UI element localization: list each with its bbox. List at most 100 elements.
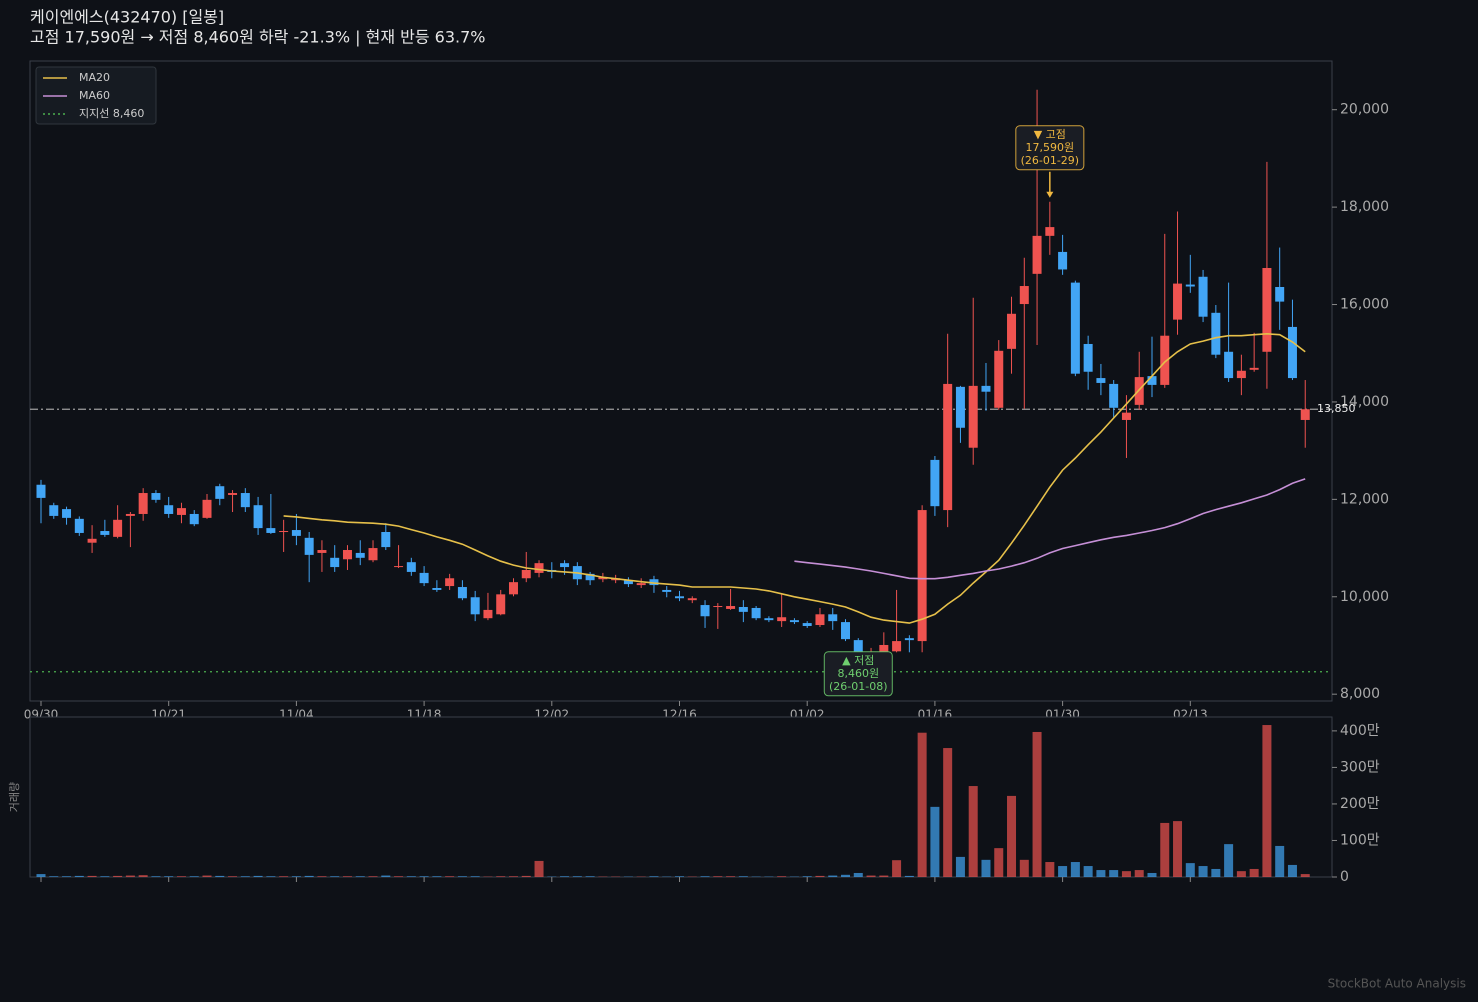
candle-body <box>636 583 646 586</box>
volume-bar <box>317 876 327 877</box>
candle-body <box>675 596 684 599</box>
volume-bar <box>228 876 238 877</box>
candle-body <box>904 638 914 641</box>
volume-bar <box>445 876 455 877</box>
current-price-label: 13,850 <box>1317 402 1356 415</box>
volume-bar <box>419 876 429 877</box>
candle-body <box>100 531 110 535</box>
annotation-text: 17,590원 <box>1026 141 1075 154</box>
candle-body <box>355 552 365 558</box>
y-tick-label: 8,000 <box>1340 686 1380 702</box>
volume-bar <box>892 860 902 877</box>
volume-bar <box>917 732 927 877</box>
candle-body <box>1249 367 1259 370</box>
candle-body <box>36 484 46 498</box>
candle-body <box>1262 268 1272 352</box>
candle-body <box>521 569 531 579</box>
candle-body <box>317 550 327 553</box>
candle-body <box>176 508 186 515</box>
candle-body <box>560 563 570 568</box>
volume-bar <box>994 848 1004 877</box>
annotation-text: ▲ 저점 <box>842 654 874 667</box>
annotation-text: 8,460원 <box>837 667 879 680</box>
ma-line <box>283 332 1306 624</box>
volume-bar <box>406 876 416 877</box>
volume-bar <box>330 876 340 877</box>
volume-panel <box>29 716 1333 878</box>
candle-body <box>279 531 289 533</box>
candle-body <box>87 538 97 543</box>
volume-bar <box>496 876 506 877</box>
volume-bar <box>521 875 531 877</box>
ma-line <box>794 478 1306 580</box>
candle-body <box>649 579 659 586</box>
volume-bar <box>1211 868 1221 877</box>
chart-title: 케이엔에스(432470) [일봉] <box>30 8 224 27</box>
volume-bar <box>457 876 467 877</box>
volume-bar <box>1007 795 1017 877</box>
volume-bar <box>1224 844 1234 877</box>
candle-body <box>1160 335 1170 385</box>
y-tick-label: 12,000 <box>1340 491 1389 507</box>
candle-body <box>1185 284 1195 287</box>
volume-bar <box>266 876 276 877</box>
price-panel <box>29 60 1333 702</box>
volume-bar <box>930 806 940 877</box>
volume-bar <box>968 786 978 877</box>
volume-bar <box>1121 871 1131 877</box>
volume-bar <box>981 859 991 877</box>
candle-body <box>1275 286 1285 302</box>
candle-body <box>892 641 902 652</box>
volume-bar <box>675 876 684 877</box>
volume-bar <box>534 860 544 877</box>
candle-body <box>713 606 723 608</box>
volume-bar <box>1045 862 1055 877</box>
candle-body <box>1287 326 1297 379</box>
candle-body <box>1007 313 1017 349</box>
candle-body <box>1134 377 1144 405</box>
legend-box <box>35 66 157 125</box>
candle-body <box>789 620 799 623</box>
annotation-box <box>1015 125 1085 171</box>
candle-body <box>1045 227 1055 236</box>
volume-bar <box>1300 874 1310 877</box>
candle-body <box>1121 412 1131 420</box>
y-tick-label: 16,000 <box>1340 297 1389 313</box>
volume-bar <box>802 876 812 877</box>
volume-bar <box>291 876 301 877</box>
candle-body <box>240 493 250 508</box>
volume-bar <box>1147 872 1157 877</box>
volume-bar <box>866 875 876 877</box>
candle-body <box>879 644 889 654</box>
volume-bar <box>355 876 365 877</box>
volume-bar <box>176 876 186 877</box>
candle-body <box>968 385 978 448</box>
candle-body <box>483 609 493 619</box>
volume-bar <box>432 876 442 877</box>
volume-bar <box>560 876 570 877</box>
candle-body <box>828 614 838 622</box>
candle-body <box>726 606 736 609</box>
candle-body <box>981 385 991 392</box>
candle-body <box>330 557 340 568</box>
candle-body <box>1300 409 1310 420</box>
candle-body <box>457 587 467 599</box>
chart-subtitle: 고점 17,590원 → 저점 8,460원 하락 -21.3% | 현재 반등… <box>30 28 486 47</box>
candle-body <box>291 530 301 536</box>
volume-bar <box>1173 821 1183 877</box>
candle-body <box>419 572 429 584</box>
annotation-text: (26-01-29) <box>1021 154 1080 167</box>
annotation-text: (26-01-08) <box>829 680 888 693</box>
candle-body <box>304 537 314 555</box>
candle-body <box>228 493 238 495</box>
volume-bar <box>1198 866 1208 877</box>
volume-bar <box>1109 870 1119 877</box>
candle-body <box>700 605 710 617</box>
annotation-text: ▼ 고점 <box>1034 128 1066 141</box>
candle-body <box>930 459 940 507</box>
candle-body <box>598 577 608 580</box>
volume-bar <box>62 876 72 877</box>
candle-body <box>955 386 965 428</box>
y-tick-label: 18,000 <box>1340 199 1389 215</box>
